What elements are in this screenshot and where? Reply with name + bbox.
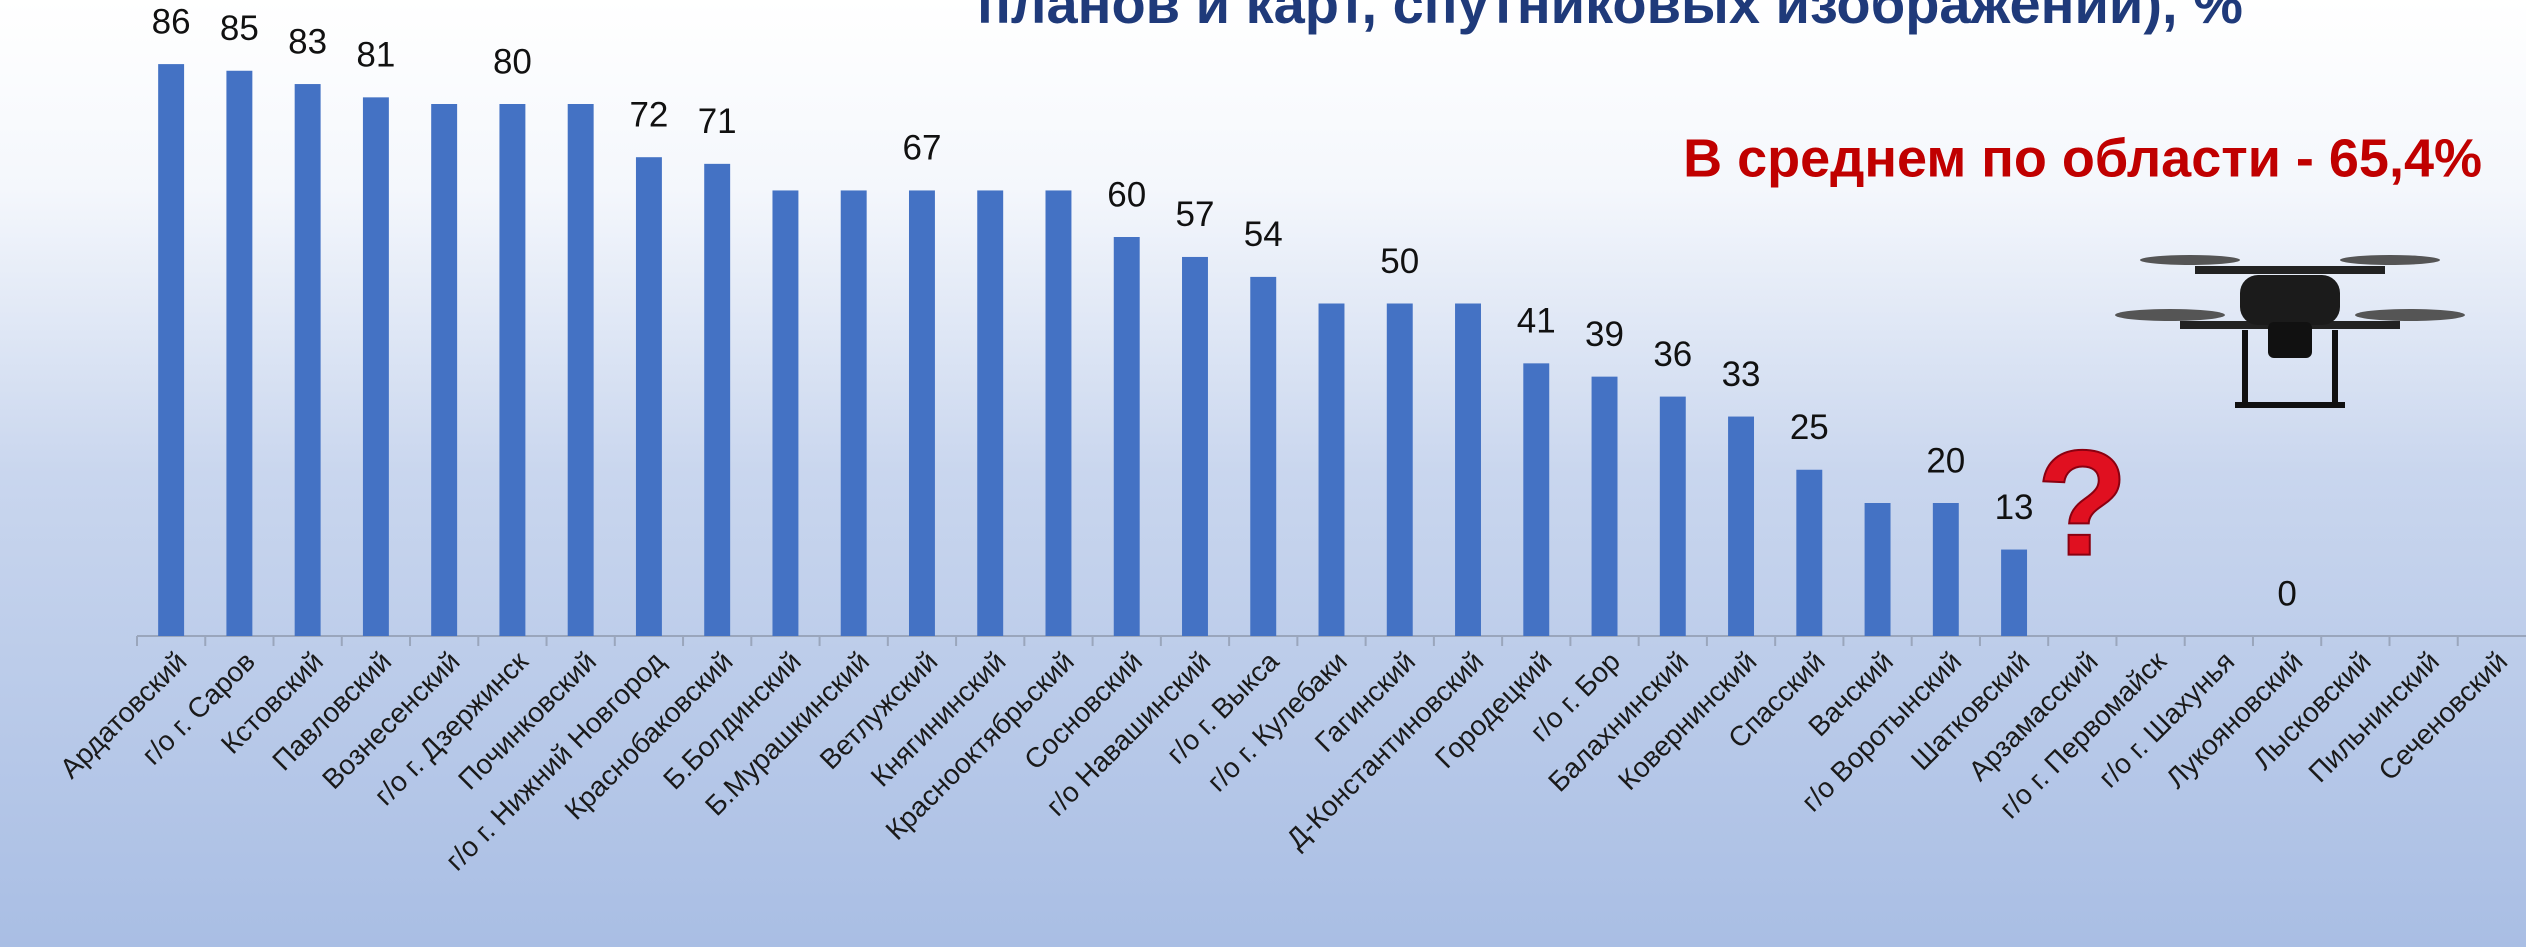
value-label: 71 (698, 102, 737, 141)
bar (636, 157, 662, 636)
value-label: 83 (288, 22, 327, 61)
value-label: 50 (1380, 242, 1419, 281)
bar (909, 190, 935, 636)
value-label: 25 (1790, 408, 1829, 447)
bar (772, 190, 798, 636)
bar (226, 71, 252, 636)
bar (1796, 470, 1822, 636)
bar (499, 104, 525, 636)
average-annotation: В среднем по области - 65,4% (1683, 128, 2482, 188)
bar (1728, 417, 1754, 636)
chart: планов и карт, спутниковых изображений),… (0, 0, 2526, 947)
value-label: 0 (2277, 574, 2296, 613)
missing-marker: ? (2037, 419, 2129, 587)
value-label: 20 (1926, 441, 1965, 480)
bar (158, 64, 184, 636)
bar (568, 104, 594, 636)
bar (431, 104, 457, 636)
value-label: 41 (1517, 302, 1556, 341)
bar (1319, 304, 1345, 637)
bar (1933, 503, 1959, 636)
bar (295, 84, 321, 636)
value-label: 36 (1653, 335, 1692, 374)
value-label: 72 (629, 95, 668, 134)
value-label: 39 (1585, 315, 1624, 354)
bar (1046, 190, 1072, 636)
value-label: 81 (356, 36, 395, 75)
value-label: 60 (1107, 175, 1146, 214)
bar (1387, 304, 1413, 637)
value-label: 57 (1176, 195, 1215, 234)
bar (977, 190, 1003, 636)
bar (1455, 304, 1481, 637)
value-label: 86 (152, 2, 191, 41)
value-label: 33 (1722, 355, 1761, 394)
value-label: 85 (220, 9, 259, 48)
bar (1114, 237, 1140, 636)
drone-icon (2115, 255, 2465, 405)
chart-title: планов и карт, спутниковых изображений),… (977, 0, 2243, 35)
bar (363, 97, 389, 636)
value-label: 67 (902, 129, 941, 168)
bar (1250, 277, 1276, 636)
bar (1592, 377, 1618, 636)
bar (1182, 257, 1208, 636)
bar (1523, 363, 1549, 636)
bar (2001, 550, 2027, 636)
bar (704, 164, 730, 636)
bar (1660, 397, 1686, 636)
value-label: 13 (1995, 488, 2034, 527)
value-label: 54 (1244, 215, 1283, 254)
bar (1865, 503, 1891, 636)
value-label: 80 (493, 42, 532, 81)
bar (841, 190, 867, 636)
